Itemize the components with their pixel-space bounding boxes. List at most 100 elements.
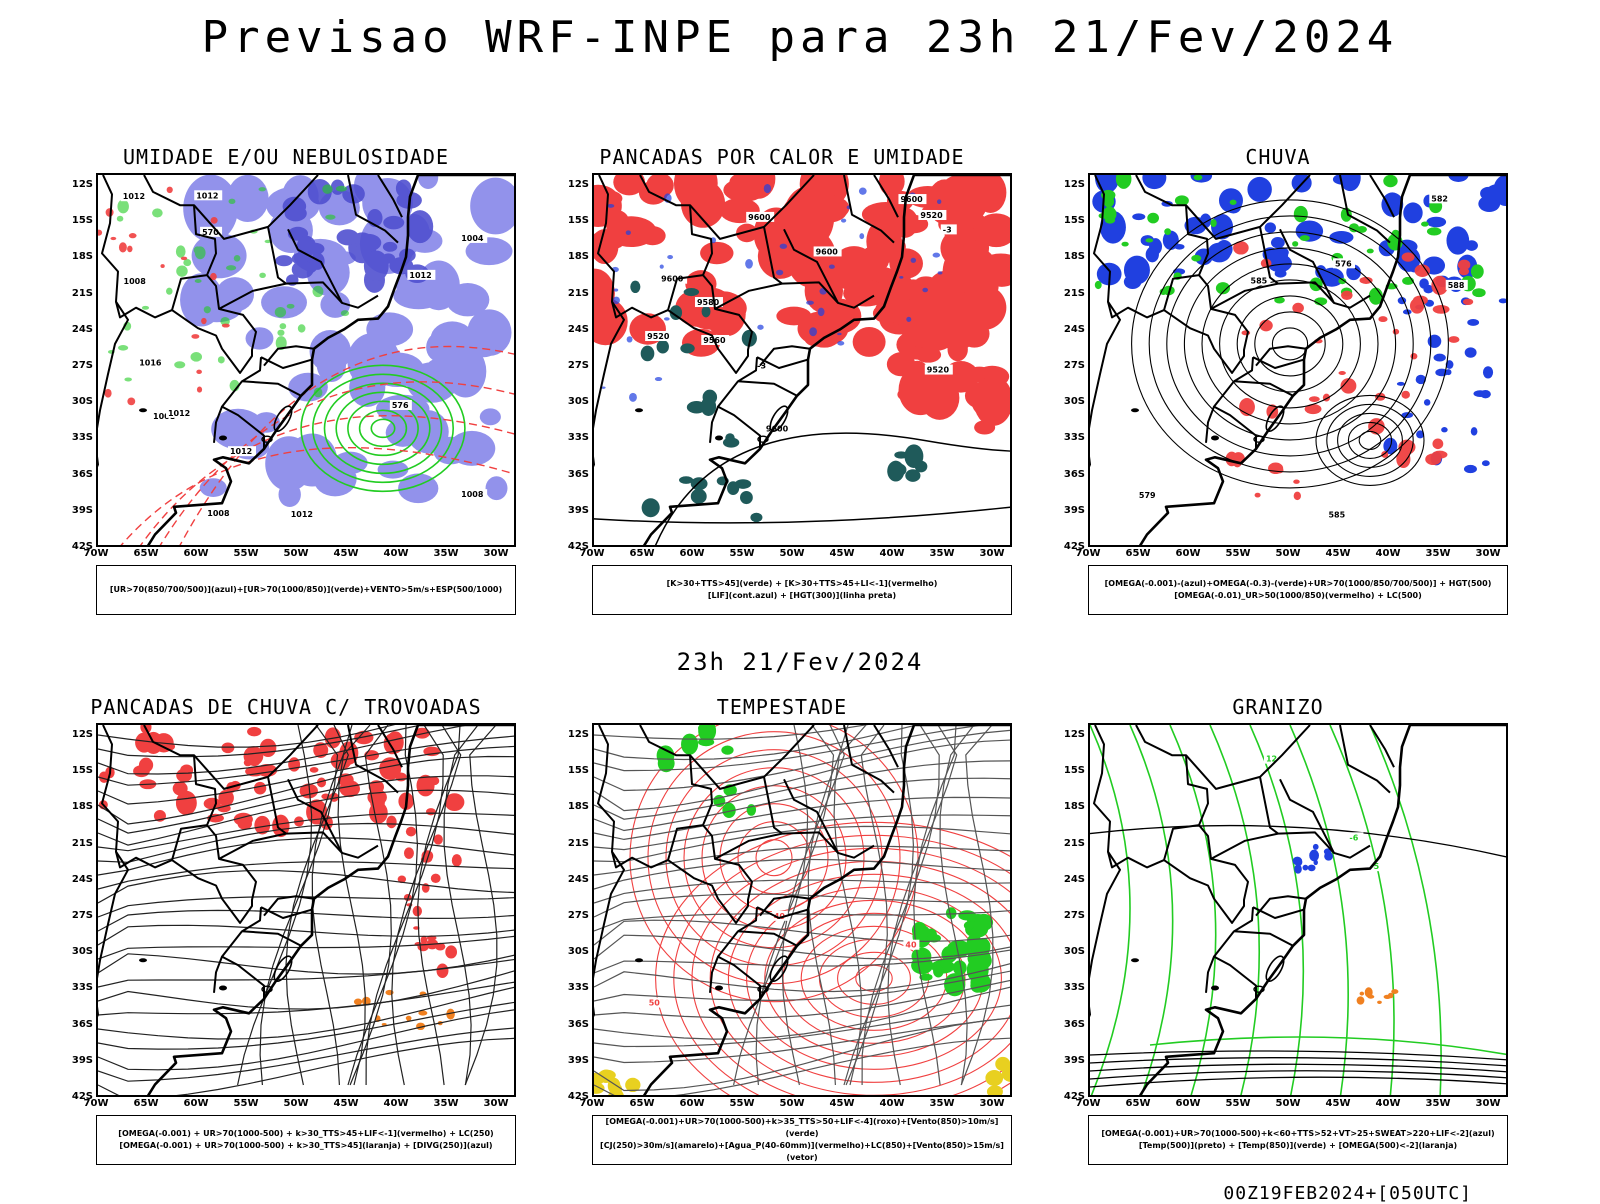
thunder-red-east-cell xyxy=(451,854,462,867)
lat-tick-label: 21S xyxy=(567,837,589,849)
thunder-red-layer-cell xyxy=(180,764,194,776)
lat-tick-label: 42S xyxy=(1063,541,1085,552)
lon-tick-label: 45W xyxy=(829,1098,855,1109)
omega-green-layer-cell xyxy=(1292,241,1299,247)
lat-tick-label: 24S xyxy=(71,873,93,885)
omega-blue-east-cell xyxy=(1470,427,1478,436)
streamline xyxy=(594,796,1010,841)
state-border xyxy=(1259,776,1279,835)
thickness-red-cells-cell xyxy=(196,386,203,393)
lat-axis: 12S 15S 18S 21S 24S 27S 30S 33S 36S 39S 42S xyxy=(1058,173,1088,552)
humidity-green-cells-cell xyxy=(193,246,201,254)
lat-tick-label: 15S xyxy=(567,765,589,777)
thunder-red-east-cell xyxy=(445,945,458,959)
humidity-green-rings-ring xyxy=(358,409,408,448)
humidity-green-cells-cell xyxy=(117,199,129,214)
streamline xyxy=(98,981,514,1016)
convection-green-layer-cell xyxy=(690,488,707,504)
contour-label: 1008 xyxy=(461,490,484,499)
streamline xyxy=(237,725,313,1086)
lat-tick-label: 33S xyxy=(1063,982,1085,994)
lat-tick-label: 42S xyxy=(71,1091,93,1102)
contour-label-bg xyxy=(407,269,436,280)
omega-blue-east-cell xyxy=(1463,464,1477,474)
contour-label-bg xyxy=(121,276,150,287)
streamline xyxy=(939,725,975,1086)
state-border xyxy=(717,357,761,449)
streamline xyxy=(285,725,349,1086)
omega-red-layer-cell xyxy=(1458,267,1470,276)
convection-red-layer-cell xyxy=(975,213,1010,248)
humidity-blue-layer-cell xyxy=(309,330,351,373)
jet-yellow-east xyxy=(985,1056,1010,1095)
convection-red-east-cell xyxy=(915,346,942,363)
lake xyxy=(715,435,723,441)
lat-axis: 12S 15S 18S 21S 24S 27S 30S 33S 36S 39S 42S xyxy=(66,173,96,552)
omega-red-layer-cell xyxy=(1254,492,1261,498)
convection-green-layer-cell xyxy=(700,396,717,417)
hgt500-rings-ring xyxy=(1183,247,1397,441)
lon-tick-label: 40W xyxy=(1375,1098,1401,1109)
legend-box: [UR>70(850/700/500)](azul)+[UR>70(1000/8… xyxy=(96,565,516,615)
lon-tick-label: 40W xyxy=(383,1098,409,1109)
contour-label: 9520 xyxy=(647,332,670,341)
humidity-blue-dark-cell xyxy=(363,250,389,282)
omega-red-layer-cell xyxy=(1412,295,1428,306)
humidity-green-cells-cell xyxy=(313,387,323,398)
convection-green-layer-cell xyxy=(656,339,669,354)
convection-red-east xyxy=(875,269,1010,435)
streamline xyxy=(594,725,920,761)
lat-tick-label: 12S xyxy=(567,179,589,191)
state-border xyxy=(763,776,783,835)
lif-blue-cells-cell xyxy=(607,203,615,208)
streamline xyxy=(98,1001,514,1050)
pw-red-rings-2-ring xyxy=(647,731,901,985)
humidity-green-cells-cell xyxy=(174,361,186,369)
humidity-blue-layer-cell xyxy=(261,286,307,319)
humidity-green-cells-cell xyxy=(194,278,202,283)
map-tempestade: 40 50 40 xyxy=(592,723,1012,1097)
lif-blue-cells-cell xyxy=(817,307,825,317)
thickness-red-cells-cell xyxy=(128,233,137,239)
state-border xyxy=(1279,228,1335,304)
state-border xyxy=(843,725,895,794)
humidity-blue-layer-cell xyxy=(430,321,474,356)
state-border xyxy=(241,380,302,397)
streamline xyxy=(833,725,867,1086)
streamline xyxy=(843,725,915,1086)
lon-tick-label: 60W xyxy=(679,548,705,559)
low-rings-ring xyxy=(1347,421,1393,459)
streamline xyxy=(98,909,514,932)
lon-tick-label: 55W xyxy=(729,548,755,559)
omega500-orange-cell xyxy=(1377,1000,1382,1005)
lon-tick-label: 70W xyxy=(1075,1098,1101,1109)
humidity-green-cells-cell xyxy=(277,329,285,336)
omega-red-layer-cell xyxy=(1401,252,1415,262)
lif-blue-cells-cell xyxy=(840,218,847,223)
legend-line-1: [OMEGA(-0.001) + UR>70(1000-500) + k>30_… xyxy=(118,1129,494,1138)
omega500-orange-cell xyxy=(1367,994,1375,999)
state-border xyxy=(98,301,129,468)
streamline xyxy=(594,729,1010,792)
contour-label-bg xyxy=(459,489,488,500)
thunder-orange-layer-cell xyxy=(361,996,371,1006)
lon-tick-label: 35W xyxy=(1425,548,1451,559)
lat-axis: 12S 15S 18S 21S 24S 27S 30S 33S 36S 39S 42S xyxy=(562,723,592,1102)
streamline xyxy=(98,1037,514,1095)
hgt500-rings-ring xyxy=(1236,295,1344,393)
humidity-blue-layer-cell xyxy=(448,430,496,466)
state-border xyxy=(267,776,287,835)
state-border xyxy=(709,956,719,993)
streamline xyxy=(98,1027,514,1082)
hgt-labels: 9560958096009600952096009600960095209520… xyxy=(645,194,957,434)
omega-red-layer-cell xyxy=(1401,390,1410,399)
state-border xyxy=(1185,175,1311,240)
omega-blue-layer-cell xyxy=(1426,216,1447,228)
contour-label-bg xyxy=(701,334,730,345)
lat-tick-label: 24S xyxy=(71,323,93,335)
state-border xyxy=(221,907,265,999)
temp500-line xyxy=(1090,1063,1506,1073)
lon-tick-label: 70W xyxy=(1075,548,1101,559)
thunder-red-layer-cell xyxy=(288,757,301,772)
lat-tick-label: 30S xyxy=(567,396,589,408)
